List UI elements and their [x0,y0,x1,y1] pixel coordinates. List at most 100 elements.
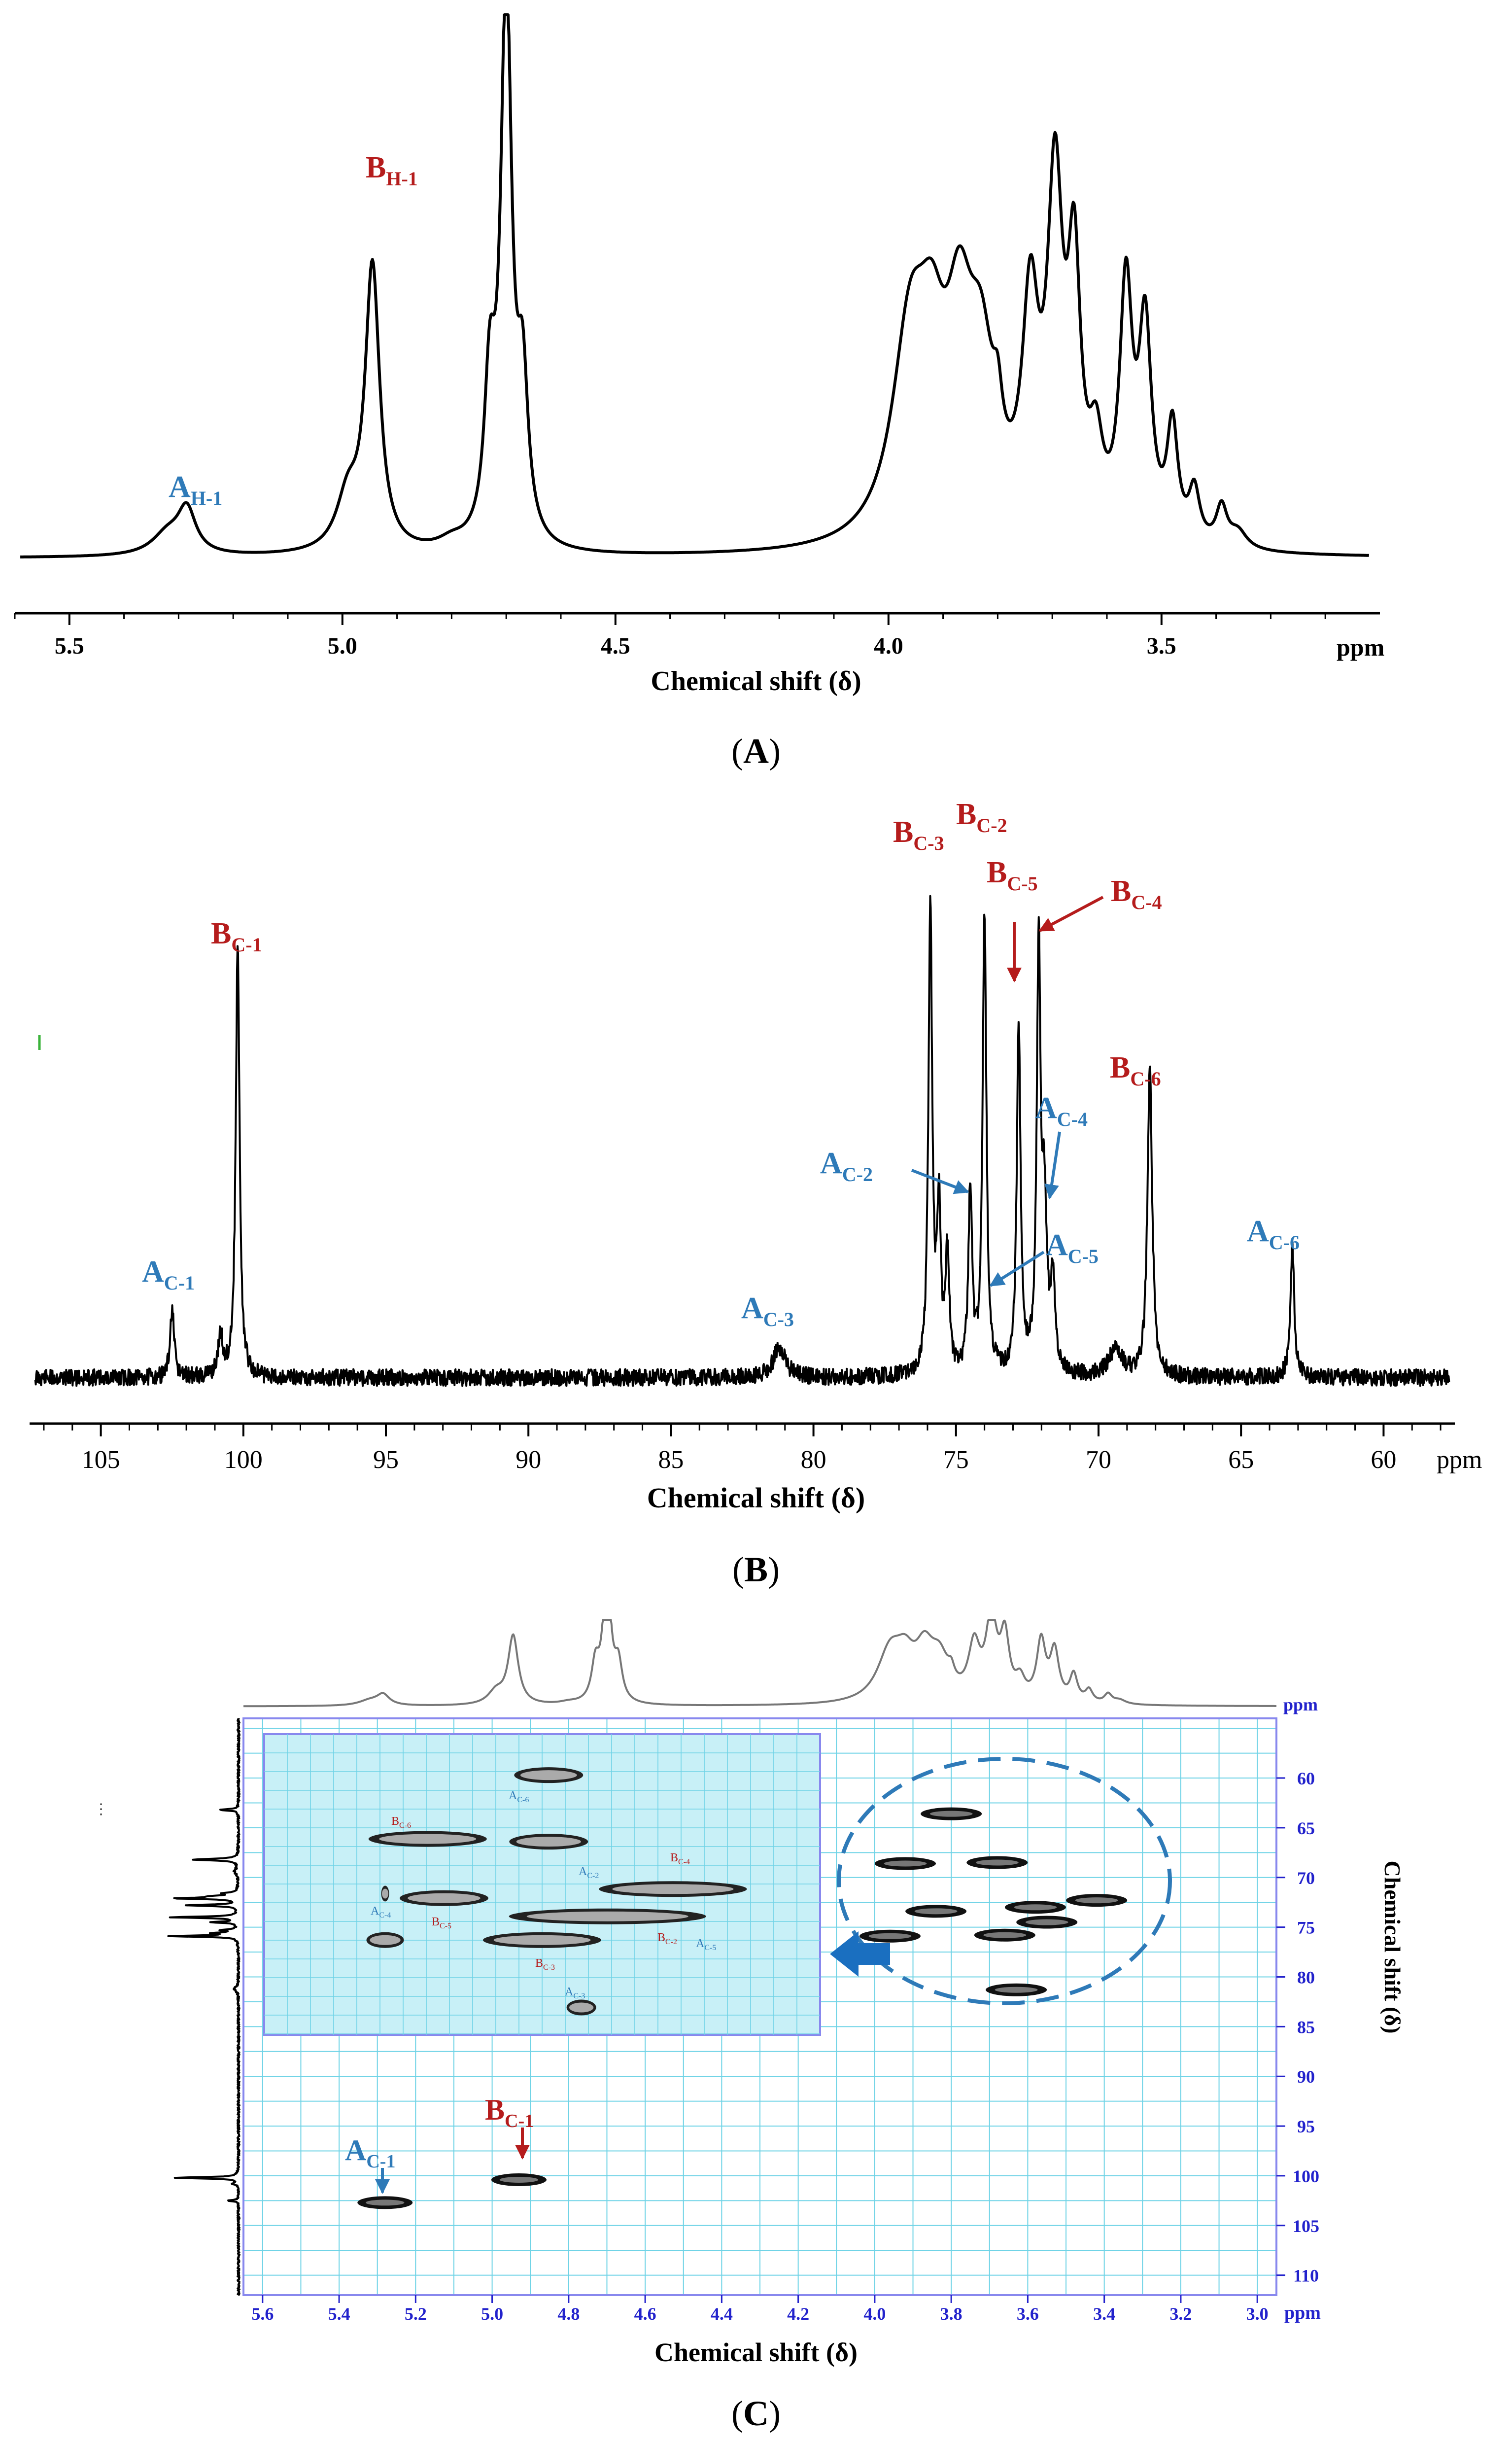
inset-label-b-c4: BC-4 [670,1851,690,1866]
inset-label-a-c4: AC-4 [371,1905,391,1919]
hsqc-xlabel: Chemical shift (δ) [654,2337,858,2367]
hsqc-y-tick-label: 105 [1293,2216,1319,2236]
inset-labels: AC-6 BC-6 BC-4 AC-2 AC-4 BC-5 BC-2 AC-5 … [371,1789,716,2000]
panel-a-spectrum [19,13,1370,558]
hsqc-x-tick-label: 3.8 [940,2304,962,2324]
inset-label-a-c3: AC-3 [565,1986,585,2000]
inset-label-b-c3: BC-3 [535,1957,555,1972]
hsqc-label-b-c1: BC-1 [485,2093,534,2131]
hsqc-x-tick-label: 3.6 [1017,2304,1039,2324]
label-b-c1: BC-1 [211,917,262,956]
hsqc-x-tick-label: 3.4 [1093,2304,1115,2324]
top-projection-trace [243,1619,1277,1708]
panel-b-tick-label: 65 [1228,1446,1254,1474]
label-b-c6: BC-6 [1110,1051,1161,1090]
left-projection-trace [167,1717,241,2296]
hsqc-y-tick-label: 75 [1297,1918,1315,1938]
panel-c: 5.6 5.4 5.2 5.0 4.8 4.6 4.4 4.2 4.0 3.8 3.6 3.4 3.2 3… [94,1619,1405,2433]
hsqc-x-tick-label: 4.8 [557,2304,580,2324]
hsqc-frame [242,1717,1277,2296]
inset-cross-peak-core [612,1884,734,1894]
arrow-b-c4 [1038,896,1104,932]
arrow-a-c4 [1044,1131,1061,1199]
panel-c-caption: (C) [731,2394,781,2433]
panel-a-caption: (A) [731,732,781,771]
label-b-c2: BC-2 [956,798,1007,837]
hsqc-x-tick-label: 3.0 [1246,2304,1269,2324]
hsqc-x-tick-label: 4.2 [787,2304,809,2324]
hsqc-ylabel: Chemical shift (δ) [1380,1861,1405,2034]
dashed-ellipse [837,1757,1172,2005]
cross-peak-core [868,1933,912,1939]
label-a-c6: AC-6 [1247,1215,1300,1254]
panel-b-xlabel: Chemical shift (δ) [647,1482,865,1514]
hsqc-y-tick-label: 100 [1293,2166,1319,2186]
label-a-h1: AH-1 [169,470,222,509]
hsqc-y-tick-label: 60 [1297,1769,1315,1788]
panel-b-ticks: 105 100 95 90 85 80 75 70 65 60 [43,1424,1442,1474]
label-b-c3: BC-3 [893,815,944,854]
cross-peak-core [499,2177,539,2183]
inset-cross-peak-core [526,1911,688,1921]
hsqc-unit-top: ppm [1283,1695,1318,1714]
inset-cross-peak-core [370,1935,401,1945]
panel-a-tick-label: 4.0 [874,633,903,659]
inset-cross-peak-core [381,1888,389,1899]
inset-cross-peak-core [516,1837,581,1847]
hsqc-x-tick-label: 5.6 [251,2304,274,2324]
hsqc-x-tick-label: 5.2 [405,2304,427,2324]
panel-a-tick-label: 4.5 [601,633,630,659]
hsqc-x-tick-label: 5.4 [328,2304,350,2324]
hsqc-y-tick-label: 85 [1297,2017,1315,2037]
inset-label-a-c6: AC-6 [509,1789,529,1804]
panel-b-tick-label: 105 [82,1446,120,1474]
hsqc-x-tick-label: 4.0 [863,2304,886,2324]
inset-cross-peak-core [493,1935,591,1945]
panel-b-tick-label: 100 [224,1446,263,1474]
panel-a-tick-label: 5.0 [328,633,357,659]
hsqc-inset: AC-6 BC-6 BC-4 AC-2 AC-4 BC-5 BC-2 AC-5 … [263,1733,821,2036]
hsqc-x-tick-label: 4.6 [634,2304,656,2324]
label-a-c1: AC-1 [142,1255,195,1294]
label-a-c4: AC-4 [1035,1091,1088,1130]
panel-b-tick-label: 80 [801,1446,826,1474]
hsqc-y-tick-label: 65 [1297,1818,1315,1838]
hsqc-x-tick-label: 4.4 [711,2304,733,2324]
panel-b-arrows [911,896,1104,1287]
panel-b-tick-label: 75 [943,1446,969,1474]
label-b-c5: BC-5 [987,856,1038,895]
proton-spectrum-trace [19,13,1370,558]
panel-a-ticks: 5.5 5.0 4.5 4.0 3.5 [14,613,1326,659]
panel-b-tick-label: 95 [373,1446,399,1474]
inset-cross-peak-core [408,1893,481,1903]
carbon-spectrum-trace [34,895,1450,1387]
label-a-c3: AC-3 [741,1291,794,1330]
cross-peak-core [1075,1897,1118,1904]
panel-b-tick-label: 85 [658,1446,684,1474]
panel-a-tick-label: 5.5 [55,633,84,659]
inset-cross-peak-core [379,1834,477,1844]
inset-cross-peak-core [569,2002,594,2013]
cross-peak-core [366,2199,405,2206]
inset-label-b-c2: BC-2 [657,1931,677,1946]
panel-b: 105 100 95 90 85 80 75 70 65 60 ppm Chemical shif… [30,798,1482,1589]
panel-b-caption: (B) [732,1550,780,1589]
hsqc-x-tick-label: 3.2 [1169,2304,1192,2324]
hsqc-y-tick-label: 95 [1297,2117,1315,2136]
cross-peak-core [914,1908,958,1915]
cross-peak-core [983,1932,1027,1938]
inset-cross-peak-core [520,1770,577,1780]
inset-label-a-c2: AC-2 [579,1865,599,1880]
hsqc-ticks: 5.6 5.4 5.2 5.0 4.8 4.6 4.4 4.2 4.0 3.8 3.6 3.4 3.2 3… [251,1769,1319,2324]
panel-b-tick-label: 90 [515,1446,541,1474]
hsqc-label-a-c1: AC-1 [345,2134,395,2172]
hsqc-y-tick-label: 70 [1297,1868,1315,1888]
hsqc-unit-bottom: ppm [1284,2302,1321,2323]
panel-b-tick-label: 70 [1086,1446,1111,1474]
label-a-c2: AC-2 [820,1147,873,1186]
inset-label-a-c5: AC-5 [696,1937,716,1952]
inset-label-b-c6: BC-6 [391,1815,411,1830]
cross-peak-core [995,1987,1038,1993]
arrow-a-c2 [911,1169,969,1194]
